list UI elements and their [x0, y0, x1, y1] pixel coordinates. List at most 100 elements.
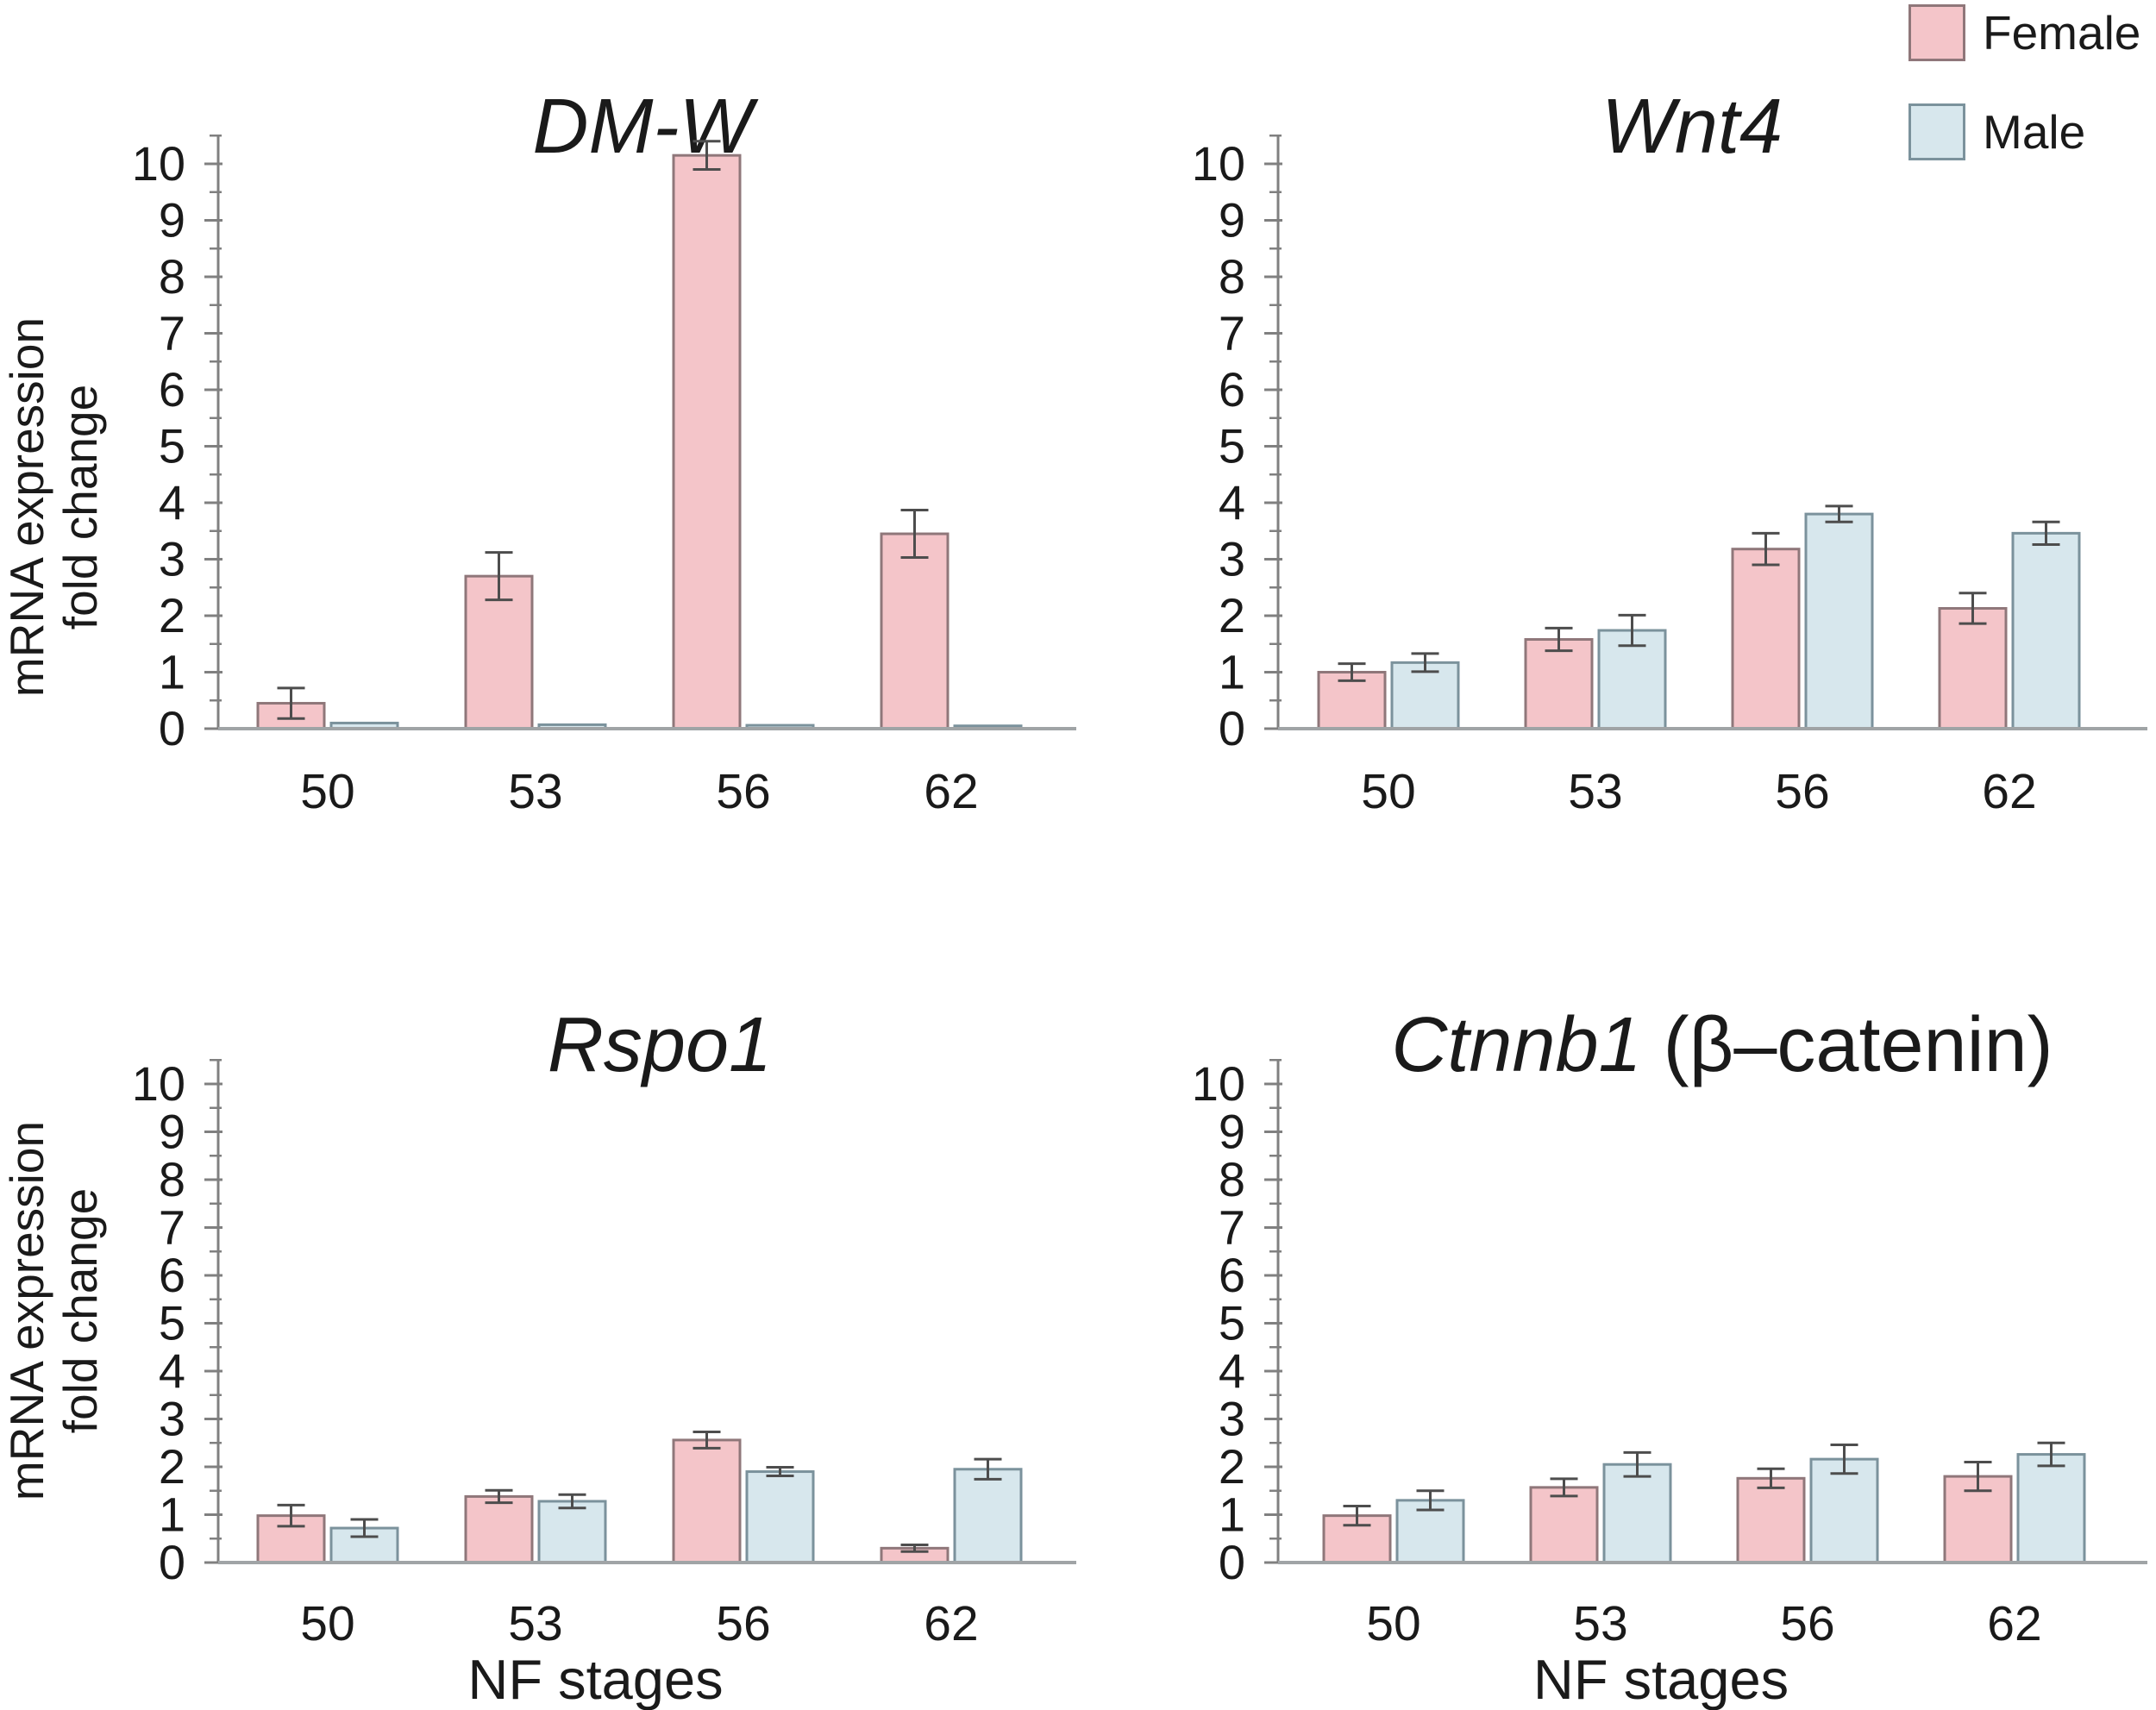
- bar-female: [1524, 638, 1594, 730]
- y-tick-label: 8: [1219, 1152, 1245, 1206]
- chart-title: Rspo1: [548, 1002, 772, 1088]
- bar-male: [2016, 1453, 2086, 1564]
- y-tick-label: 2: [159, 1439, 185, 1494]
- bar-female: [1736, 1476, 1806, 1564]
- y-tick-label: 9: [159, 1105, 185, 1159]
- y-tick-label: 10: [1192, 136, 1245, 191]
- y-tick-label: 7: [159, 1200, 185, 1255]
- chart-title: Ctnnb1 (β–catenin): [1391, 1002, 2053, 1088]
- bar-male: [745, 1470, 815, 1564]
- y-tick-label: 6: [159, 1248, 185, 1302]
- legend-label-female: Female: [1983, 6, 2141, 60]
- y-tick-label: 0: [1219, 701, 1245, 755]
- y-tick-label: 4: [159, 1344, 185, 1398]
- y-axis-title-line2: fold change: [53, 1188, 107, 1433]
- x-axis-title: NF stages: [467, 1648, 723, 1710]
- bar-female: [672, 153, 742, 730]
- y-tick-label: 1: [1219, 1488, 1245, 1542]
- y-tick-label: 3: [159, 532, 185, 586]
- y-tick-label: 9: [159, 193, 185, 247]
- x-tick-label: 53: [1573, 1596, 1627, 1651]
- y-tick-label: 6: [1219, 1248, 1245, 1302]
- y-tick-label: 6: [1219, 362, 1245, 417]
- bar-female: [1938, 606, 2008, 730]
- x-tick-label: 62: [1982, 764, 2036, 819]
- y-tick-label: 6: [159, 362, 185, 417]
- chart-title: Wnt4: [1601, 84, 1783, 170]
- x-tick-label: 50: [300, 764, 354, 819]
- y-tick-label: 5: [159, 419, 185, 473]
- x-tick-label: 62: [1987, 1596, 2041, 1651]
- x-tick-label: 53: [508, 1596, 562, 1651]
- y-axis-title-line1: mRNA expression: [0, 317, 53, 697]
- x-tick-label: 50: [1366, 1596, 1420, 1651]
- chart-rspo1: Rspo1 0 1 2 3 4 5 6 7 8 9 10 50 53 56 62 NF stages mRNA e…: [0, 862, 1078, 1710]
- legend-label-male: Male: [1983, 105, 2086, 159]
- bar-male: [953, 1468, 1023, 1564]
- y-tick-label: 8: [159, 249, 185, 304]
- male-color-swatch: [1908, 103, 1965, 160]
- y-tick-label: 1: [159, 1488, 185, 1542]
- x-tick-label: 56: [716, 1596, 770, 1651]
- bar-female: [672, 1438, 742, 1564]
- y-tick-label: 2: [159, 588, 185, 642]
- y-tick-label: 10: [132, 1056, 185, 1111]
- y-tick-label: 0: [159, 1535, 185, 1589]
- y-tick-label: 9: [1219, 1105, 1245, 1159]
- chart-wnt4: Wnt4 0 1 2 3 4 5 6 7 8 9 10 50 53 56 62: [1078, 0, 2156, 862]
- y-tick-label: 10: [132, 136, 185, 191]
- y-tick-label: 7: [159, 306, 185, 360]
- y-tick-label: 10: [1192, 1056, 1245, 1111]
- legend-item-male: Male: [1908, 103, 2085, 160]
- bar-female: [1529, 1486, 1599, 1564]
- bar-male: [1809, 1457, 1879, 1564]
- bar-male: [1602, 1463, 1672, 1564]
- y-tick-label: 5: [1219, 419, 1245, 473]
- x-axis-title: NF stages: [1533, 1648, 1789, 1710]
- x-tick-label: 56: [1775, 764, 1829, 819]
- bar-female: [464, 1494, 534, 1564]
- y-tick-label: 0: [159, 701, 185, 755]
- x-tick-label: 56: [1780, 1596, 1834, 1651]
- bar-female: [1731, 548, 1801, 730]
- x-tick-label: 53: [1568, 764, 1622, 819]
- y-axis-title-line1: mRNA expression: [0, 1121, 53, 1500]
- bar-male: [1804, 512, 1874, 730]
- x-tick-label: 62: [924, 764, 978, 819]
- y-tick-label: 8: [1219, 249, 1245, 304]
- bar-female: [880, 532, 950, 730]
- x-tick-label: 50: [300, 1596, 354, 1651]
- y-tick-label: 3: [1219, 1392, 1245, 1446]
- x-tick-label: 53: [508, 764, 562, 819]
- chart-ctnnb1: Ctnnb1 (β–catenin) 0 1 2 3 4 5 6 7 8 9 10 50 53 56 62 NF…: [1078, 862, 2156, 1710]
- x-tick-label: 62: [924, 1596, 978, 1651]
- y-tick-label: 7: [1219, 1200, 1245, 1255]
- y-tick-label: 2: [1219, 588, 1245, 642]
- y-tick-label: 9: [1219, 193, 1245, 247]
- y-tick-label: 8: [159, 1152, 185, 1206]
- bar-male: [2011, 531, 2081, 730]
- y-tick-label: 4: [159, 475, 185, 529]
- y-tick-label: 2: [1219, 1439, 1245, 1494]
- x-tick-label: 56: [716, 764, 770, 819]
- legend-item-female: Female: [1908, 4, 2140, 61]
- female-color-swatch: [1908, 4, 1965, 61]
- chart-dm-w: DM-W 0 1 2 3 4 5 6 7 8 9 10 50 53 56 62 mRNA expression f…: [0, 0, 1078, 862]
- y-tick-label: 3: [1219, 532, 1245, 586]
- y-tick-label: 4: [1219, 475, 1245, 529]
- bar-male: [537, 1500, 607, 1564]
- x-tick-label: 50: [1361, 764, 1415, 819]
- y-tick-label: 5: [159, 1296, 185, 1350]
- y-tick-label: 1: [1219, 645, 1245, 699]
- y-tick-label: 5: [1219, 1296, 1245, 1350]
- y-tick-label: 0: [1219, 1535, 1245, 1589]
- y-tick-label: 1: [159, 645, 185, 699]
- y-axis-title-line2: fold change: [53, 385, 107, 630]
- bar-female: [464, 574, 534, 730]
- y-tick-label: 3: [159, 1392, 185, 1446]
